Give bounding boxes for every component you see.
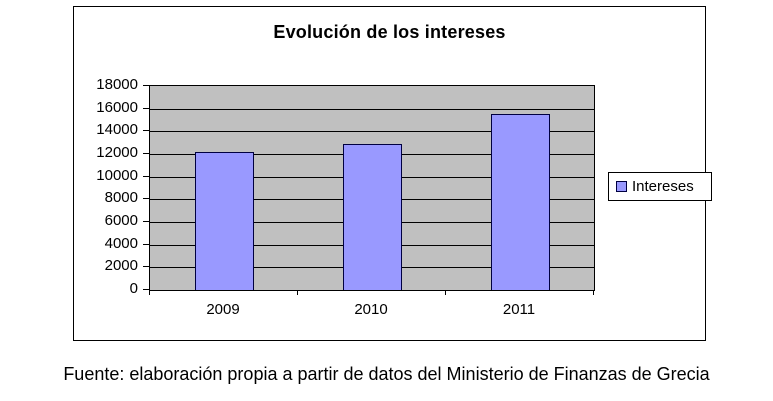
y-tick-label: 2000 [104,257,138,275]
y-tick-label: 8000 [104,189,138,207]
gridline [150,108,594,110]
bar-2010 [342,143,402,290]
y-tick-mark [143,107,149,109]
x-tick-mark [149,290,150,295]
y-tick-mark [143,130,149,132]
plot-area [149,85,595,291]
y-tick-mark [143,266,149,268]
y-tick-mark [143,289,149,290]
bar-2009 [194,151,254,290]
y-tick-mark [143,221,149,222]
x-tick-label: 2009 [206,301,240,318]
chart-frame: Evolución de los intereses 0 2000 4000 6000… [73,6,712,341]
chart-title: Evolución de los intereses [273,22,506,42]
y-tick-label: 4000 [104,234,138,252]
source-caption: Fuente: elaboración propia a partir de d… [63,364,710,384]
y-tick-label: 14000 [96,121,138,139]
y-tick-label: 18000 [96,76,138,93]
legend: Intereses [608,172,712,201]
y-tick-mark [143,198,149,200]
x-tick-label: 2010 [354,301,388,318]
y-tick-mark [143,243,149,245]
x-tick-mark [593,290,594,295]
legend-label: Intereses [632,178,694,195]
y-tick-label: 10000 [96,166,138,184]
y-tick-mark [143,153,149,154]
y-tick-label: 16000 [96,98,138,116]
y-tick-mark [143,175,149,177]
y-tick-label: 0 [129,280,138,297]
y-tick-label: 12000 [96,144,138,161]
bar-2011 [490,114,550,290]
gridline [150,131,594,133]
y-tick-mark [143,85,149,86]
y-tick-label: 6000 [104,212,138,229]
x-tick-mark [297,290,298,295]
x-tick-mark [445,290,446,295]
x-tick-label: 2011 [502,301,536,318]
legend-swatch-icon [616,181,627,192]
